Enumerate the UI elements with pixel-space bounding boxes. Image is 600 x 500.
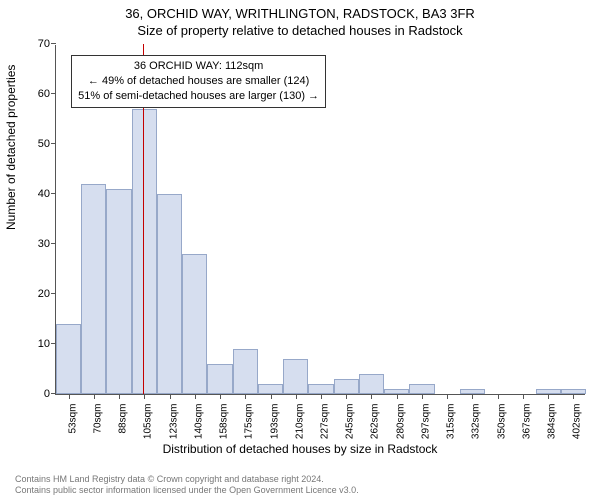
xtick-label: 123sqm — [168, 404, 179, 440]
histogram-bar — [207, 364, 232, 394]
chart-title: 36, ORCHID WAY, WRITHLINGTON, RADSTOCK, … — [0, 6, 600, 38]
histogram-bar — [258, 384, 283, 394]
xtick-mark — [69, 394, 70, 399]
ytick-label: 60 — [38, 88, 50, 100]
ytick-mark — [51, 193, 56, 194]
xtick-mark — [346, 394, 347, 399]
xtick-mark — [447, 394, 448, 399]
ytick-mark — [51, 43, 56, 44]
ytick-label: 40 — [38, 188, 50, 200]
xtick-mark — [220, 394, 221, 399]
xtick-mark — [498, 394, 499, 399]
histogram-bar — [56, 324, 81, 394]
xtick-mark — [271, 394, 272, 399]
histogram-bar — [409, 384, 434, 394]
histogram-bar — [233, 349, 258, 394]
ytick-label: 10 — [38, 338, 50, 350]
xtick-mark — [119, 394, 120, 399]
ytick-mark — [51, 293, 56, 294]
histogram-bar — [132, 109, 157, 394]
xtick-mark — [245, 394, 246, 399]
ytick-mark — [51, 143, 56, 144]
info-box-line-1: 36 ORCHID WAY: 112sqm — [78, 59, 319, 74]
xtick-mark — [472, 394, 473, 399]
xtick-label: 297sqm — [420, 404, 431, 440]
chart-container: 36, ORCHID WAY, WRITHLINGTON, RADSTOCK, … — [0, 0, 600, 500]
info-box: 36 ORCHID WAY: 112sqm← 49% of detached h… — [71, 55, 326, 108]
histogram-bar — [283, 359, 308, 394]
info-box-line-2: ← 49% of detached houses are smaller (12… — [78, 74, 319, 89]
xtick-label: 402sqm — [572, 404, 583, 440]
plot-area: 01020304050607053sqm70sqm88sqm105sqm123s… — [55, 45, 585, 395]
xtick-label: 88sqm — [118, 404, 129, 434]
title-line-2: Size of property relative to detached ho… — [0, 23, 600, 38]
title-line-1: 36, ORCHID WAY, WRITHLINGTON, RADSTOCK, … — [0, 6, 600, 21]
xtick-label: 105sqm — [143, 404, 154, 440]
xtick-mark — [548, 394, 549, 399]
xtick-mark — [397, 394, 398, 399]
xtick-mark — [573, 394, 574, 399]
info-box-line-3: 51% of semi-detached houses are larger (… — [78, 89, 319, 104]
xtick-mark — [321, 394, 322, 399]
xtick-label: 367sqm — [521, 404, 532, 440]
xtick-label: 350sqm — [496, 404, 507, 440]
histogram-bar — [157, 194, 182, 394]
xtick-mark — [523, 394, 524, 399]
y-axis-label: Number of detached properties — [4, 65, 18, 230]
xtick-mark — [371, 394, 372, 399]
footer-line-1: Contains HM Land Registry data © Crown c… — [15, 474, 359, 485]
xtick-label: 280sqm — [395, 404, 406, 440]
histogram-bar — [308, 384, 333, 394]
ytick-label: 30 — [38, 238, 50, 250]
x-axis-label: Distribution of detached houses by size … — [0, 442, 600, 456]
xtick-mark — [94, 394, 95, 399]
xtick-mark — [296, 394, 297, 399]
xtick-mark — [195, 394, 196, 399]
ytick-label: 50 — [38, 138, 50, 150]
xtick-label: 315sqm — [446, 404, 457, 440]
xtick-label: 140sqm — [193, 404, 204, 440]
xtick-mark — [144, 394, 145, 399]
xtick-label: 70sqm — [92, 404, 103, 434]
xtick-label: 245sqm — [345, 404, 356, 440]
xtick-label: 262sqm — [370, 404, 381, 440]
xtick-label: 175sqm — [244, 404, 255, 440]
xtick-label: 384sqm — [547, 404, 558, 440]
histogram-bar — [81, 184, 106, 394]
ytick-label: 20 — [38, 288, 50, 300]
ytick-mark — [51, 93, 56, 94]
xtick-label: 193sqm — [269, 404, 280, 440]
histogram-bar — [182, 254, 207, 394]
xtick-label: 210sqm — [294, 404, 305, 440]
xtick-mark — [422, 394, 423, 399]
xtick-label: 332sqm — [471, 404, 482, 440]
xtick-label: 227sqm — [320, 404, 331, 440]
xtick-label: 158sqm — [219, 404, 230, 440]
ytick-label: 70 — [38, 38, 50, 50]
histogram-bar — [106, 189, 131, 394]
histogram-bar — [334, 379, 359, 394]
ytick-label: 0 — [44, 388, 50, 400]
footer-line-2: Contains public sector information licen… — [15, 485, 359, 496]
ytick-mark — [51, 243, 56, 244]
footer-attribution: Contains HM Land Registry data © Crown c… — [15, 474, 359, 497]
xtick-mark — [170, 394, 171, 399]
xtick-label: 53sqm — [67, 404, 78, 434]
histogram-bar — [359, 374, 384, 394]
